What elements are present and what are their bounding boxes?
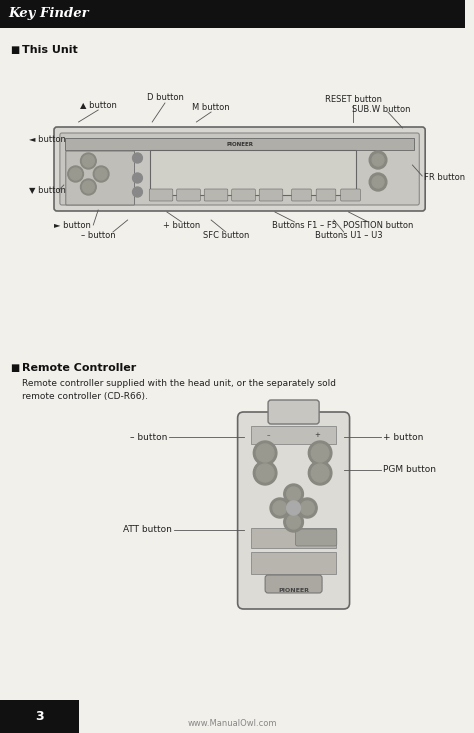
Circle shape bbox=[284, 484, 303, 504]
FancyBboxPatch shape bbox=[237, 412, 349, 609]
Circle shape bbox=[133, 153, 142, 163]
Circle shape bbox=[311, 464, 329, 482]
Circle shape bbox=[273, 501, 287, 515]
Circle shape bbox=[308, 441, 332, 465]
Circle shape bbox=[253, 441, 277, 465]
Circle shape bbox=[270, 498, 290, 518]
Circle shape bbox=[253, 461, 277, 485]
Bar bbox=[65, 138, 414, 150]
Text: Key Finder: Key Finder bbox=[8, 7, 89, 21]
Text: Remote Controller: Remote Controller bbox=[22, 363, 136, 373]
Text: ■: ■ bbox=[10, 45, 19, 55]
Circle shape bbox=[372, 176, 384, 188]
FancyBboxPatch shape bbox=[204, 189, 228, 201]
Text: +: + bbox=[314, 432, 320, 438]
Circle shape bbox=[81, 153, 96, 169]
Text: Buttons U1 – U3: Buttons U1 – U3 bbox=[315, 230, 383, 240]
Text: ► button: ► button bbox=[54, 221, 91, 229]
FancyBboxPatch shape bbox=[316, 189, 336, 201]
Text: PIONEER: PIONEER bbox=[278, 589, 309, 594]
Circle shape bbox=[93, 166, 109, 182]
Circle shape bbox=[287, 487, 301, 501]
FancyBboxPatch shape bbox=[66, 151, 135, 205]
Text: – button: – button bbox=[81, 230, 116, 240]
Circle shape bbox=[308, 461, 332, 485]
FancyBboxPatch shape bbox=[232, 189, 255, 201]
FancyBboxPatch shape bbox=[268, 400, 319, 424]
Circle shape bbox=[133, 173, 142, 183]
Text: M button: M button bbox=[192, 103, 230, 111]
Text: + button: + button bbox=[163, 221, 201, 229]
Circle shape bbox=[256, 444, 274, 462]
Text: RESET button: RESET button bbox=[325, 95, 382, 105]
Text: remote controller (CD-R66).: remote controller (CD-R66). bbox=[22, 391, 147, 400]
Circle shape bbox=[95, 168, 107, 180]
Circle shape bbox=[284, 512, 303, 532]
Circle shape bbox=[82, 181, 94, 193]
Circle shape bbox=[81, 179, 96, 195]
FancyBboxPatch shape bbox=[265, 575, 322, 593]
Text: ■: ■ bbox=[10, 363, 19, 373]
FancyBboxPatch shape bbox=[292, 189, 311, 201]
FancyBboxPatch shape bbox=[60, 133, 419, 205]
Circle shape bbox=[298, 498, 317, 518]
Bar bbox=[251, 528, 336, 548]
Bar bbox=[251, 426, 336, 444]
Circle shape bbox=[369, 151, 387, 169]
Text: PGM button: PGM button bbox=[383, 465, 436, 474]
Text: SUB.W button: SUB.W button bbox=[352, 106, 410, 114]
Text: ATT button: ATT button bbox=[123, 526, 172, 534]
FancyBboxPatch shape bbox=[54, 127, 425, 211]
Bar bbox=[251, 552, 336, 574]
Circle shape bbox=[287, 501, 301, 515]
FancyBboxPatch shape bbox=[341, 189, 360, 201]
FancyBboxPatch shape bbox=[149, 189, 173, 201]
Circle shape bbox=[133, 187, 142, 197]
Text: FR button: FR button bbox=[424, 174, 465, 183]
Text: Buttons F1 – F5: Buttons F1 – F5 bbox=[272, 221, 337, 229]
Text: This Unit: This Unit bbox=[22, 45, 77, 55]
Circle shape bbox=[311, 444, 329, 462]
Text: Remote controller supplied with the head unit, or the separately sold: Remote controller supplied with the head… bbox=[22, 378, 336, 388]
FancyBboxPatch shape bbox=[296, 529, 337, 546]
Text: www.ManualOwl.com: www.ManualOwl.com bbox=[188, 720, 277, 729]
Text: D button: D button bbox=[146, 94, 183, 103]
Bar bbox=[0, 0, 465, 28]
Text: ◄ button: ◄ button bbox=[29, 136, 66, 144]
Circle shape bbox=[301, 501, 314, 515]
FancyBboxPatch shape bbox=[259, 189, 283, 201]
Text: + button: + button bbox=[383, 432, 423, 441]
Bar bbox=[0, 700, 79, 733]
Circle shape bbox=[372, 154, 384, 166]
Text: ▼ button: ▼ button bbox=[29, 185, 66, 194]
Text: SFC button: SFC button bbox=[203, 230, 249, 240]
FancyBboxPatch shape bbox=[177, 189, 201, 201]
Text: – button: – button bbox=[129, 432, 167, 441]
Circle shape bbox=[369, 173, 387, 191]
Circle shape bbox=[287, 515, 301, 529]
Circle shape bbox=[70, 168, 82, 180]
Circle shape bbox=[82, 155, 94, 167]
Bar bbox=[150, 150, 356, 195]
Circle shape bbox=[68, 166, 83, 182]
Text: ▲ button: ▲ button bbox=[80, 100, 117, 109]
Text: PIONEER: PIONEER bbox=[226, 141, 253, 147]
Circle shape bbox=[256, 464, 274, 482]
Text: 3: 3 bbox=[35, 710, 44, 723]
Text: –: – bbox=[266, 432, 270, 438]
Text: POSITION button: POSITION button bbox=[343, 221, 413, 229]
